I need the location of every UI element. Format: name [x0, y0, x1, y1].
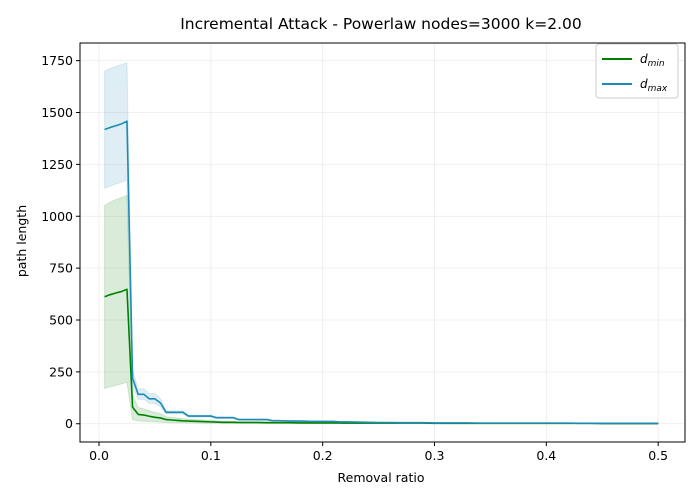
legend-label-dmax-main: d: [640, 77, 648, 91]
x-tick-label: 0.3: [425, 448, 445, 463]
y-tick-label: 1500: [41, 105, 73, 120]
series-lines: [104, 120, 659, 425]
y-tick-label: 250: [49, 364, 73, 379]
line-dmax: [104, 120, 659, 425]
y-tick-label: 0: [65, 416, 73, 431]
x-axis-label: Removal ratio: [338, 470, 425, 485]
y-tick-label: 750: [49, 261, 73, 276]
y-tick-label: 1750: [41, 53, 73, 68]
x-tick-label: 0.1: [201, 448, 221, 463]
x-tick-label: 0.0: [89, 448, 109, 463]
chart-title: Incremental Attack - Powerlaw nodes=3000…: [180, 15, 582, 33]
x-axis: 0.0 0.1 0.2 0.3 0.4 0.5: [89, 442, 668, 463]
plot-frame: [79, 42, 686, 443]
legend-label-dmax: dmax: [640, 77, 668, 94]
band-dmin: [104, 194, 659, 425]
confidence-bands: [104, 61, 659, 425]
y-axis-label: path length: [14, 205, 29, 277]
band-dmax: [104, 61, 659, 425]
y-tick-label: 1250: [41, 157, 73, 172]
x-tick-label: 0.2: [313, 448, 333, 463]
x-tick-label: 0.4: [536, 448, 556, 463]
y-tick-label: 500: [49, 312, 73, 327]
legend-label-dmin-sub: min: [648, 59, 665, 69]
line-dmin: [104, 288, 659, 425]
grid: [80, 43, 685, 442]
legend-label-dmax-sub: max: [648, 84, 668, 94]
y-tick-label: 1000: [41, 209, 73, 224]
legend-label-dmin-main: d: [640, 52, 648, 66]
legend: dmin dmax: [595, 43, 679, 99]
y-axis: 0 250 500 750 1000 1250 1500 1750: [41, 53, 80, 431]
x-tick-label: 0.5: [648, 448, 668, 463]
legend-label-dmin: dmin: [640, 52, 665, 69]
